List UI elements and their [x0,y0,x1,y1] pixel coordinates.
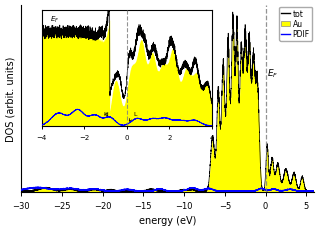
X-axis label: energy (eV): energy (eV) [139,216,196,225]
Legend: tot, Au, PDIF: tot, Au, PDIF [279,8,312,42]
Text: $E_F$: $E_F$ [267,68,278,80]
Y-axis label: DOS (arbit. units): DOS (arbit. units) [5,56,16,141]
